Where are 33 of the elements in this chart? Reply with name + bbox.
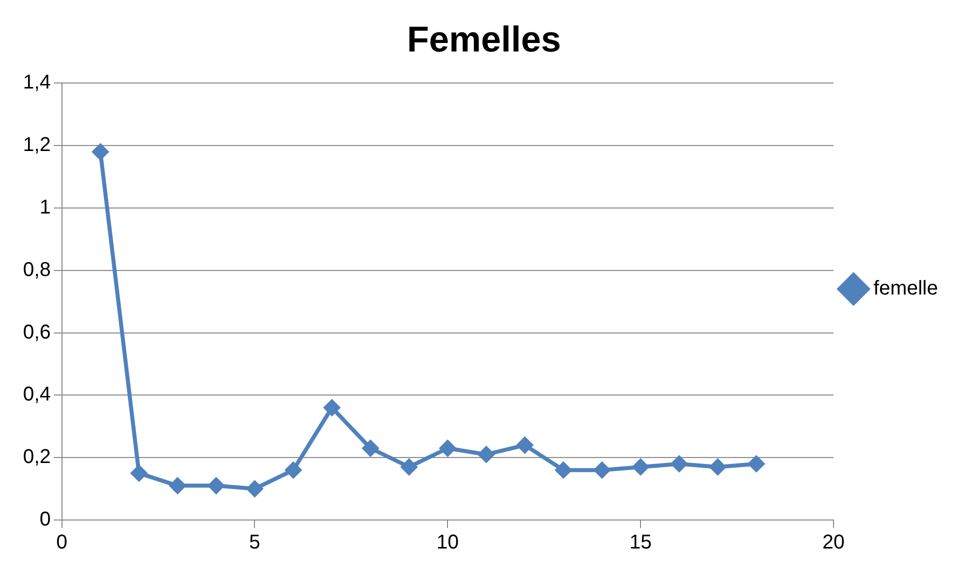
x-tick-label: 10 bbox=[436, 532, 459, 554]
y-tick-label: 0 bbox=[40, 508, 51, 531]
y-tick-label: 0,2 bbox=[22, 446, 51, 468]
y-tick-label: 0,6 bbox=[22, 321, 51, 344]
point bbox=[92, 144, 108, 160]
point bbox=[594, 462, 610, 478]
legend-label: femelle bbox=[874, 278, 938, 300]
point bbox=[401, 458, 418, 475]
point bbox=[362, 440, 378, 456]
y-tick-label: 0,4 bbox=[22, 384, 51, 406]
x-tick-label: 20 bbox=[822, 532, 845, 554]
point bbox=[555, 462, 572, 478]
x-tick-label: 0 bbox=[56, 532, 68, 554]
point bbox=[440, 440, 456, 456]
point bbox=[130, 465, 147, 482]
point bbox=[246, 480, 263, 497]
point bbox=[748, 456, 764, 472]
point bbox=[710, 458, 726, 475]
y-tick-label: 1 bbox=[40, 196, 51, 219]
point bbox=[516, 437, 533, 454]
x-tick-label: 5 bbox=[249, 532, 260, 554]
point bbox=[632, 458, 649, 475]
point bbox=[478, 446, 494, 462]
point bbox=[671, 456, 688, 472]
point bbox=[324, 400, 340, 416]
y-tick-label: 1,2 bbox=[22, 134, 51, 156]
point bbox=[208, 478, 224, 494]
point bbox=[285, 462, 302, 478]
y-tick-label: 1,4 bbox=[22, 72, 51, 94]
point bbox=[170, 478, 186, 494]
x-tick-label: 15 bbox=[629, 532, 652, 554]
y-tick-label: 0,8 bbox=[22, 258, 51, 281]
chart-title: Femelles bbox=[406, 18, 562, 60]
